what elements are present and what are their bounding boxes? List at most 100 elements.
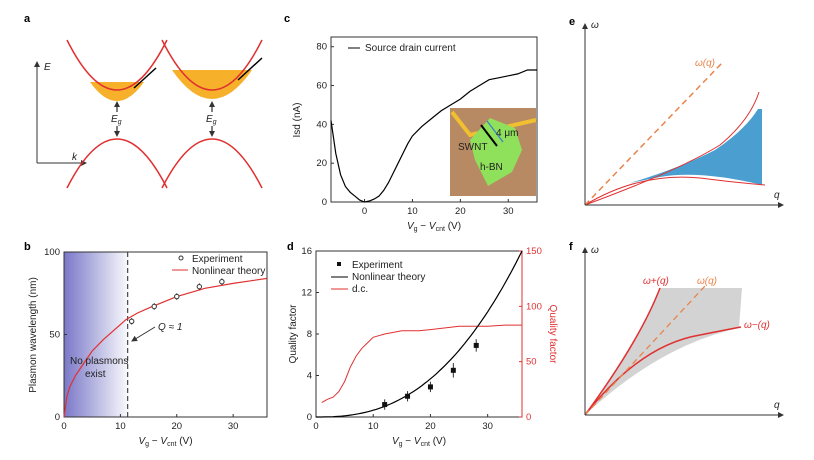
experiment-point-d — [473, 342, 479, 348]
electrode — [450, 110, 537, 138]
gap-label-left: Eg — [111, 114, 122, 126]
omega-label-f: ω — [591, 245, 599, 256]
c-xtick-label: 10 — [407, 206, 418, 217]
d-ytick-label: 16 — [301, 246, 312, 257]
c-ytick-label: 20 — [316, 158, 327, 169]
slope-line-left — [133, 67, 157, 89]
b-xtick-label: 30 — [228, 421, 239, 432]
panel-label-e: e — [569, 16, 575, 28]
omega-plus-curve — [584, 287, 661, 416]
valence-band-left — [66, 138, 168, 189]
omega-minus-curve — [584, 326, 742, 416]
legend-source-drain-current: Source drain current — [365, 43, 456, 54]
lower-boundary — [584, 176, 766, 206]
legend-theory-b: Nonlinear theory — [192, 266, 265, 277]
b-xlabel: Vg − Vcnt (V) — [138, 436, 192, 448]
d-ytick-label: 4 — [307, 371, 312, 382]
panel-b-annotations: No plasmons exist Q ≈ 1 — [70, 322, 182, 380]
inset-hbn-label: h-BN — [480, 162, 503, 173]
c-ytick-label: 0 — [322, 197, 327, 208]
conduction-band-left — [66, 39, 168, 91]
omega-label-f-curve: ω(q) — [697, 276, 717, 287]
omega-minus-label: ω−(q) — [744, 320, 770, 331]
nonlinear-theory-curve-d — [316, 250, 523, 418]
c-ylabel: Isd (nA) — [292, 102, 303, 137]
device-inset: 4 μm SWNT h-BN — [450, 108, 537, 196]
experiment-point-d — [427, 384, 433, 390]
panel-e-diagram: ω(q) ω q — [582, 20, 784, 208]
continuum-region — [630, 109, 762, 185]
q-approx-label: Q ≈ 1 — [158, 322, 182, 333]
k-label: k — [72, 152, 78, 163]
q-arrow — [131, 326, 156, 342]
nonlinear-theory-curve-b — [63, 277, 268, 418]
experiment-point-d — [450, 367, 456, 373]
valence-band-right — [161, 138, 263, 189]
inset-swnt-label: SWNT — [458, 142, 487, 153]
source-drain-current-line — [330, 69, 537, 203]
b-xtick-label: 20 — [171, 421, 182, 432]
plasmon-dispersion-dashed — [584, 62, 723, 206]
experiment-point-b — [196, 283, 203, 290]
dc-quality-line — [321, 324, 522, 404]
d-y2tick-label: 100 — [526, 301, 542, 312]
experiment-point-b — [219, 279, 225, 285]
panel-f-diagram: ω+(q) ω(q) ω−(q) ω q — [582, 245, 784, 418]
experiment-point-b — [128, 318, 135, 324]
panel-label-b: b — [24, 241, 31, 253]
scale-arrow — [486, 120, 504, 143]
c-ytick-label: 60 — [316, 81, 327, 92]
swnt-line — [480, 124, 498, 147]
upper-boundary — [584, 91, 760, 206]
energy-label: E — [44, 62, 51, 73]
c-xlabel: Vg − Vcnt (V) — [407, 221, 461, 233]
d-ylabel: Quality factor — [288, 304, 299, 364]
d-ytick-label: 8 — [307, 329, 312, 340]
d-y2tick-label: 150 — [526, 246, 542, 257]
c-xtick-label: 0 — [362, 206, 367, 217]
legend-experiment-b: Experiment — [192, 254, 243, 265]
b-xtick-label: 10 — [115, 421, 126, 432]
panel-label-a: a — [24, 13, 31, 25]
omega-label-e: ω — [591, 20, 599, 31]
b-ylabel: Plasmon wavelength (nm) — [28, 277, 39, 393]
fermi-fill-right — [172, 70, 252, 99]
c-xtick-label: 20 — [455, 206, 466, 217]
b-xtick-label: 0 — [61, 421, 66, 432]
d-xlabel: Vg − Vcnt (V) — [392, 436, 446, 448]
experiment-point-b — [174, 293, 180, 300]
c-xtick-label: 30 — [503, 206, 514, 217]
d-y2label: Quality factor — [547, 305, 558, 365]
d-ytick-label: 0 — [307, 412, 312, 423]
no-plasmons-label-2: exist — [85, 369, 106, 380]
c-ytick-label: 80 — [316, 42, 327, 53]
q-label-e: q — [774, 190, 780, 201]
d-y2tick-label: 50 — [526, 357, 537, 368]
panel-label-d: d — [287, 241, 294, 253]
d-xtick-label: 10 — [368, 421, 379, 432]
panel-label-c: c — [284, 13, 290, 25]
hbn-flake — [470, 118, 522, 186]
d-xtick-label: 0 — [313, 421, 318, 432]
panel-label-f: f — [569, 241, 573, 253]
legend-marker-experiment-b — [178, 255, 184, 261]
c-frame — [330, 36, 538, 203]
d-y2tick-label: 0 — [526, 412, 531, 423]
omega-plus-label: ω+(q) — [643, 276, 669, 287]
c-ytick-label: 40 — [316, 119, 327, 130]
inset-scale-label: 4 μm — [496, 128, 518, 139]
b-ytick-label: 0 — [55, 412, 60, 423]
no-plasmons-label-1: No plasmons — [70, 356, 128, 367]
panel-a-band-diagram: E k Eg Eg — [34, 39, 263, 189]
legend-dc: d.c. — [352, 284, 368, 295]
omega-q-label-e: ω(q) — [695, 58, 715, 69]
legend-experiment-d: Experiment — [352, 260, 403, 271]
legend-theory-d: Nonlinear theory — [352, 272, 425, 283]
slope-line-right — [237, 57, 263, 81]
fermi-fill-left — [90, 82, 144, 101]
b-ytick-label: 50 — [49, 330, 60, 341]
conduction-band-right — [161, 39, 263, 91]
legend-marker-experiment-d — [337, 262, 341, 266]
